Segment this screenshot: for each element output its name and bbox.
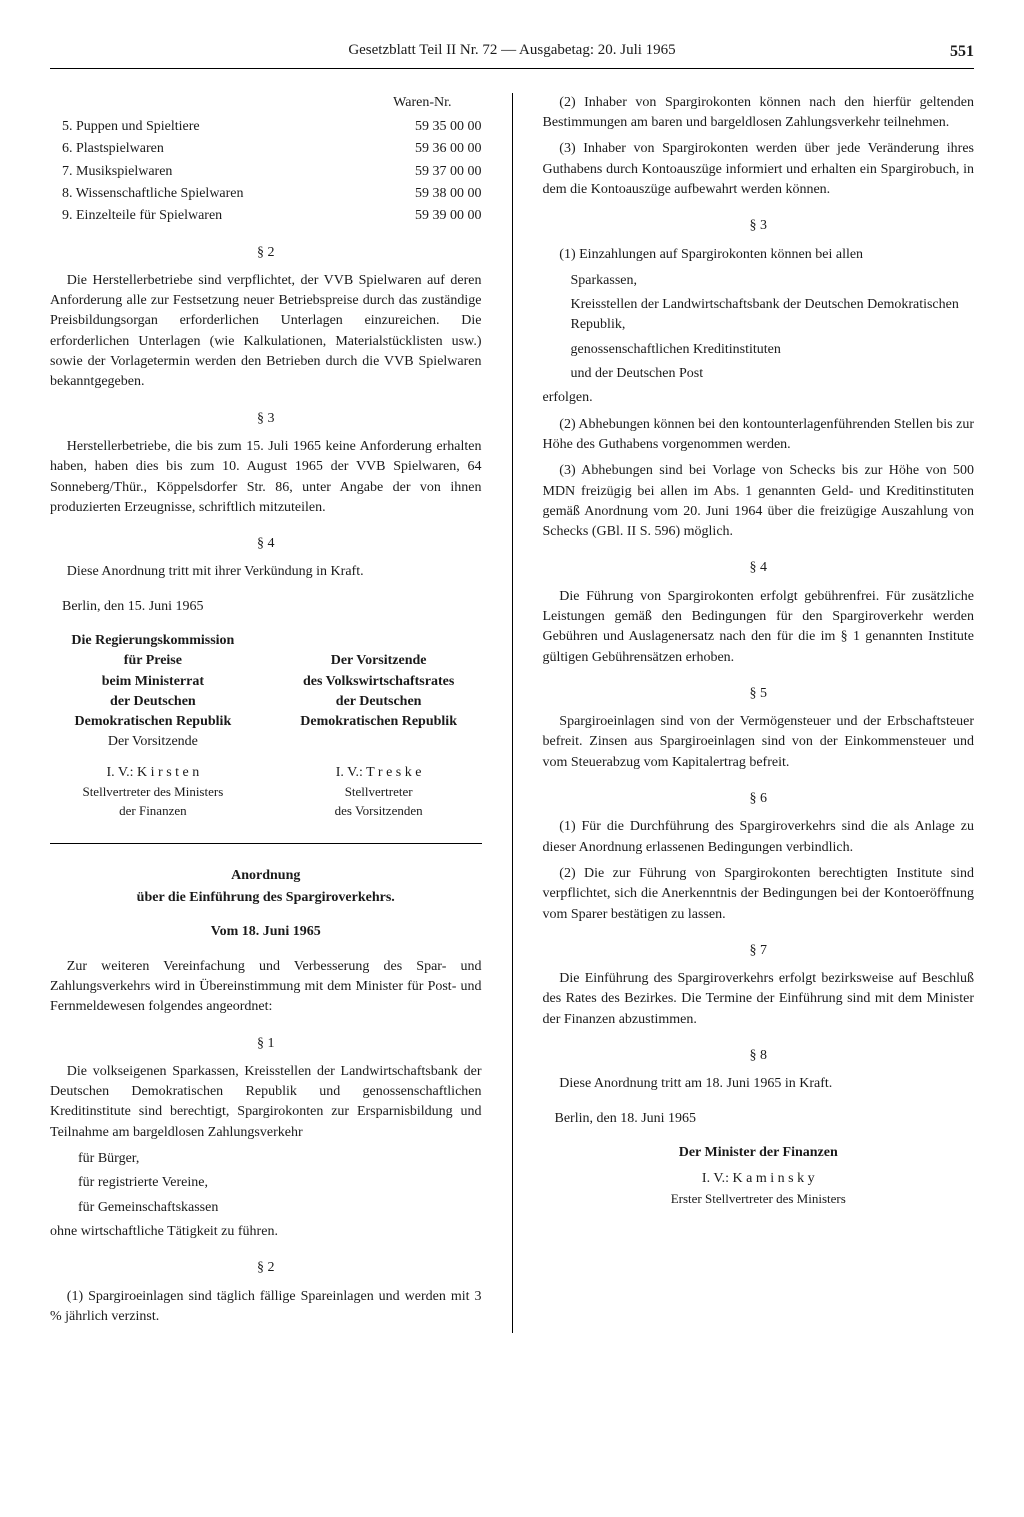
- section-title: § 6: [543, 789, 975, 809]
- section-title: § 7: [543, 941, 975, 961]
- waren-header: Waren-Nr.: [50, 93, 482, 113]
- waren-nr: 59 35 00 00: [415, 117, 482, 137]
- section-title: § 1: [50, 1034, 482, 1054]
- section-title: § 3: [50, 409, 482, 429]
- list-item: genossenschaftlichen Kreditinstituten: [543, 340, 975, 360]
- ordinance-title: Anordnung: [50, 866, 482, 886]
- signature-block: Die Regierungskommission für Preise beim…: [50, 631, 482, 821]
- section-title: § 4: [543, 558, 975, 578]
- paragraph: Diese Anordnung tritt mit ihrer Verkündu…: [50, 562, 482, 582]
- section-title: § 3: [543, 216, 975, 236]
- signature-left: Die Regierungskommission für Preise beim…: [50, 631, 256, 753]
- list-item: Sparkassen,: [543, 271, 975, 291]
- waren-nr: 59 37 00 00: [415, 162, 482, 182]
- paragraph: (2) Abhebungen können bei den kontounter…: [543, 415, 975, 456]
- ordinance-subtitle: über die Einführung des Spargiroverkehrs…: [50, 888, 482, 908]
- content-columns: Waren-Nr. 5. Puppen und Spieltiere 59 35…: [50, 93, 974, 1333]
- header-title: Gesetzblatt Teil II Nr. 72 — Ausgabetag:…: [348, 40, 675, 62]
- waren-nr: 59 39 00 00: [415, 206, 482, 226]
- paragraph: (2) Die zur Führung von Spargirokonten b…: [543, 864, 975, 925]
- right-column: (2) Inhaber von Spargirokonten können na…: [543, 93, 975, 1333]
- waren-label: 9. Einzelteile für Spielwaren: [62, 206, 222, 226]
- paragraph: (1) Einzahlungen auf Spargirokonten könn…: [543, 245, 975, 265]
- paragraph: Zur weiteren Vereinfachung und Verbesser…: [50, 957, 482, 1018]
- divider-rule: [50, 843, 482, 844]
- date-line: Berlin, den 15. Juni 1965: [62, 597, 482, 617]
- list-item: und der Deutschen Post: [543, 364, 975, 384]
- waren-nr: 59 36 00 00: [415, 139, 482, 159]
- signature-left-iv: I. V.: K i r s t e n Stellvertreter des …: [50, 763, 256, 821]
- waren-label: 5. Puppen und Spieltiere: [62, 117, 200, 137]
- paragraph: Die Herstellerbetriebe sind verpflichtet…: [50, 271, 482, 393]
- list-item: für registrierte Vereine,: [50, 1173, 482, 1193]
- paragraph: Herstellerbetriebe, die bis zum 15. Juli…: [50, 437, 482, 518]
- paragraph: Diese Anordnung tritt am 18. Juni 1965 i…: [543, 1074, 975, 1094]
- paragraph: Die Führung von Spargirokonten erfolgt g…: [543, 587, 975, 668]
- section-title: § 4: [50, 534, 482, 554]
- list-item: für Bürger,: [50, 1149, 482, 1169]
- paragraph: erfolgen.: [543, 388, 975, 408]
- date-line: Berlin, den 18. Juni 1965: [555, 1109, 975, 1129]
- signature-center: Der Minister der Finanzen I. V.: K a m i…: [543, 1143, 975, 1208]
- paragraph: (1) Spargiroeinlagen sind täglich fällig…: [50, 1287, 482, 1328]
- page-number: 551: [950, 40, 974, 63]
- paragraph: ohne wirtschaftliche Tätigkeit zu führen…: [50, 1222, 482, 1242]
- waren-row: 8. Wissenschaftliche Spielwaren 59 38 00…: [50, 184, 482, 204]
- waren-label: 6. Plastspielwaren: [62, 139, 164, 159]
- waren-nr: 59 38 00 00: [415, 184, 482, 204]
- paragraph: (3) Abhebungen sind bei Vorlage von Sche…: [543, 461, 975, 542]
- waren-row: 7. Musikspielwaren 59 37 00 00: [50, 162, 482, 182]
- column-divider: [512, 93, 513, 1333]
- paragraph: Spargiroeinlagen sind von der Vermögenst…: [543, 712, 975, 773]
- section-title: § 8: [543, 1046, 975, 1066]
- section-title: § 5: [543, 684, 975, 704]
- waren-row: 9. Einzelteile für Spielwaren 59 39 00 0…: [50, 206, 482, 226]
- ordinance-date: Vom 18. Juni 1965: [50, 922, 482, 942]
- list-item: Kreisstellen der Landwirtschaftsbank der…: [543, 295, 975, 336]
- page-header: Gesetzblatt Teil II Nr. 72 — Ausgabetag:…: [50, 40, 974, 69]
- paragraph: Die Einführung des Spargiroverkehrs erfo…: [543, 969, 975, 1030]
- list-item: für Gemeinschaftskassen: [50, 1198, 482, 1218]
- paragraph: (3) Inhaber von Spargirokonten werden üb…: [543, 139, 975, 200]
- signature-right: Der Vorsitzende des Volkswirtschaftsrate…: [276, 631, 482, 753]
- waren-label: 8. Wissenschaftliche Spielwaren: [62, 184, 244, 204]
- paragraph: Die volkseigenen Sparkassen, Kreisstelle…: [50, 1062, 482, 1143]
- waren-label: 7. Musikspielwaren: [62, 162, 172, 182]
- signature-right-iv: I. V.: T r e s k e Stellvertreter des Vo…: [276, 763, 482, 821]
- section-title: § 2: [50, 1258, 482, 1278]
- paragraph: (1) Für die Durchführung des Spargirover…: [543, 817, 975, 858]
- section-title: § 2: [50, 243, 482, 263]
- paragraph: (2) Inhaber von Spargirokonten können na…: [543, 93, 975, 134]
- waren-row: 6. Plastspielwaren 59 36 00 00: [50, 139, 482, 159]
- left-column: Waren-Nr. 5. Puppen und Spieltiere 59 35…: [50, 93, 482, 1333]
- waren-row: 5. Puppen und Spieltiere 59 35 00 00: [50, 117, 482, 137]
